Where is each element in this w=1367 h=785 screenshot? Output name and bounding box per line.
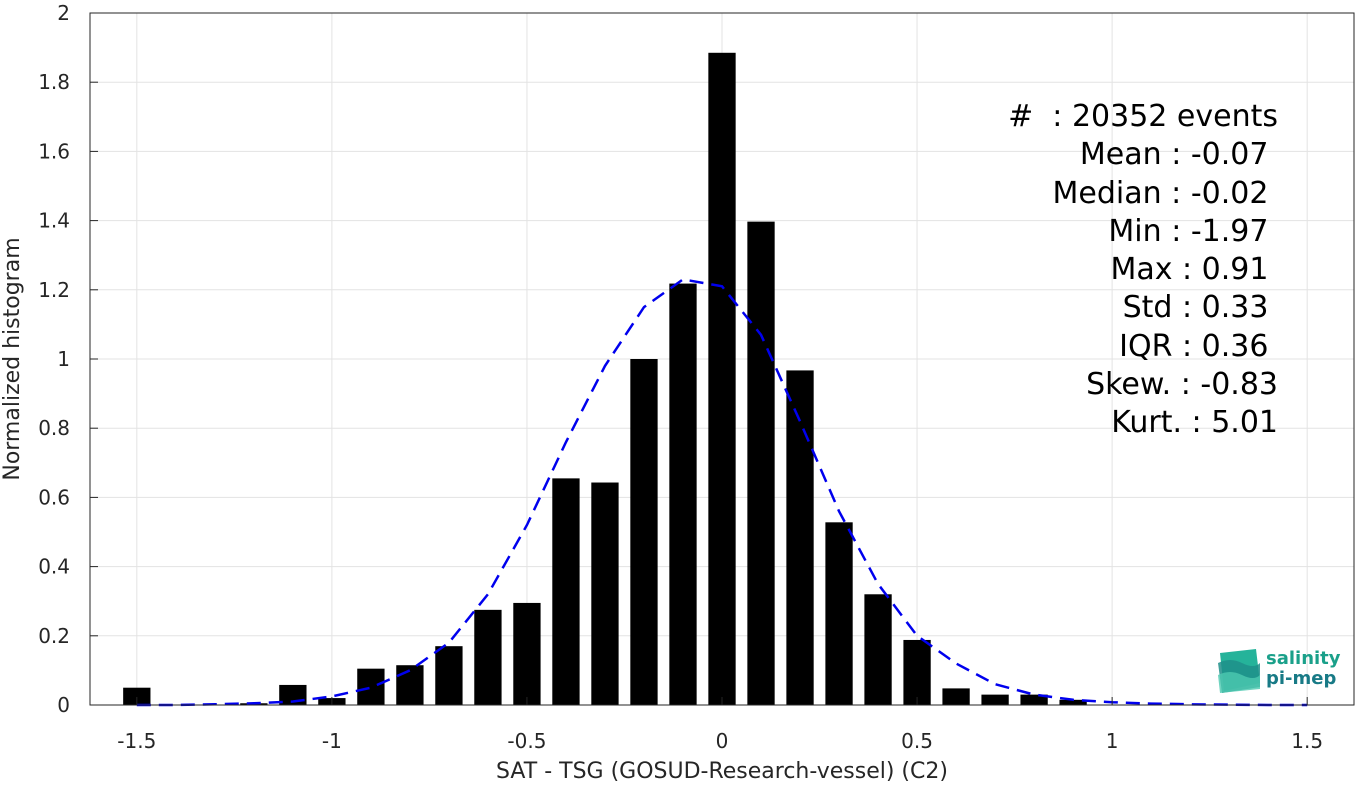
stat-kurt: Kurt. : 5.01 bbox=[1111, 405, 1278, 441]
x-tick-label: -0.5 bbox=[507, 729, 546, 753]
x-tick-label: -1 bbox=[322, 729, 342, 753]
histogram-bar bbox=[903, 639, 931, 705]
histogram-bar bbox=[1059, 699, 1087, 705]
y-tick-label: 1.4 bbox=[38, 209, 70, 233]
y-tick-label: 0.8 bbox=[38, 416, 70, 440]
logo-line-1: salinity bbox=[1266, 648, 1341, 669]
histogram-bar bbox=[630, 359, 658, 705]
x-tick-label: 1.5 bbox=[1291, 729, 1323, 753]
stat-min: Min : -1.97 bbox=[1108, 213, 1278, 249]
stat-std: Std : 0.33 bbox=[1122, 290, 1278, 326]
histogram-bar bbox=[357, 668, 385, 705]
histogram-bar bbox=[396, 665, 424, 705]
histogram-bar bbox=[591, 482, 619, 705]
statistics-box: # : 20352 events Mean : -0.07 Median : -… bbox=[1008, 98, 1278, 443]
histogram-bar bbox=[123, 687, 151, 705]
x-axis-ticks: -1.5 -1 -0.5 0 0.5 1 1.5 bbox=[117, 697, 1323, 753]
histogram-bar bbox=[786, 370, 814, 705]
histogram-bar bbox=[552, 478, 580, 705]
logo-line-2: pi-mep bbox=[1266, 668, 1337, 689]
y-axis-ticks: 0 0.2 0.4 0.6 0.8 1 1.2 1.4 1.6 1.8 2 bbox=[38, 1, 98, 717]
stat-iqr: IQR : 0.36 bbox=[1119, 328, 1278, 364]
y-tick-label: 1.8 bbox=[38, 70, 70, 94]
histogram-bar bbox=[435, 646, 463, 705]
x-tick-label: 0 bbox=[716, 729, 729, 753]
stat-skew: Skew. : -0.83 bbox=[1086, 367, 1278, 403]
histogram-bar bbox=[669, 283, 697, 705]
x-axis-label: SAT - TSG (GOSUD-Research-vessel) (C2) bbox=[496, 759, 948, 784]
y-tick-label: 0.6 bbox=[38, 485, 70, 509]
histogram-bar bbox=[1020, 694, 1048, 705]
histogram-bar bbox=[708, 52, 736, 706]
histogram-bar bbox=[825, 522, 853, 705]
x-tick-label: 0.5 bbox=[901, 729, 933, 753]
histogram-bar bbox=[942, 688, 970, 705]
stat-max: Max : 0.91 bbox=[1110, 252, 1278, 288]
y-tick-label: 0.4 bbox=[38, 555, 70, 579]
y-tick-label: 0.2 bbox=[38, 624, 70, 648]
logo-text: salinity pi-mep bbox=[1266, 649, 1341, 689]
histogram-bar bbox=[864, 594, 892, 705]
stat-mean: Mean : -0.07 bbox=[1079, 137, 1278, 173]
y-tick-label: 1 bbox=[57, 347, 70, 371]
histogram-bar bbox=[981, 694, 1009, 705]
y-tick-label: 1.2 bbox=[38, 278, 70, 302]
y-tick-label: 0 bbox=[57, 693, 70, 717]
histogram-bar bbox=[747, 221, 775, 705]
x-tick-label: -1.5 bbox=[117, 729, 156, 753]
x-tick-label: 1 bbox=[1106, 729, 1119, 753]
y-axis-label: Normalized histogram bbox=[0, 237, 25, 480]
histogram-bar bbox=[513, 602, 541, 705]
y-tick-label: 2 bbox=[57, 1, 70, 25]
y-tick-label: 1.6 bbox=[38, 139, 70, 163]
logo-waves-icon bbox=[1218, 649, 1260, 693]
salinity-pimep-logo: salinity pi-mep bbox=[1216, 647, 1346, 695]
histogram-bar bbox=[474, 609, 502, 705]
stat-median: Median : -0.02 bbox=[1052, 175, 1278, 211]
stat-events: # : 20352 events bbox=[1008, 99, 1278, 134]
